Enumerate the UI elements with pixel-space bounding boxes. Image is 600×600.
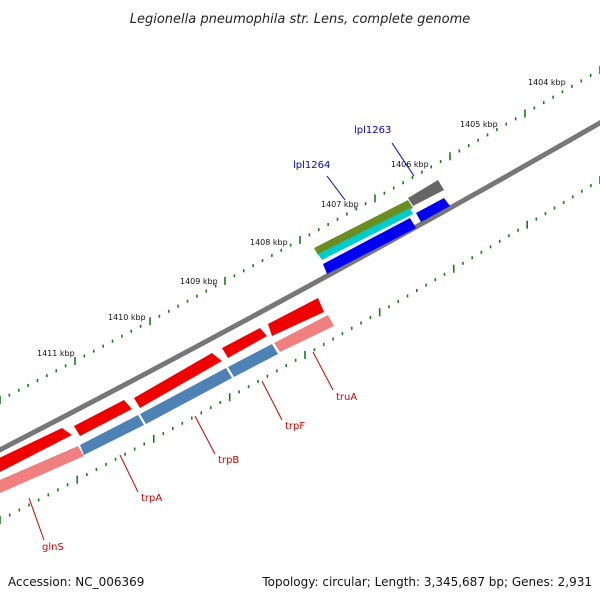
gene-label: trpA — [141, 493, 162, 504]
cds-block — [228, 344, 278, 377]
gene-leader-line — [194, 415, 216, 455]
cds-block — [0, 428, 72, 472]
cds-block — [140, 368, 232, 424]
tick-label: 1407 kbp — [321, 200, 359, 209]
tick-label: 1404 kbp — [528, 78, 566, 87]
gene-leader-line — [261, 380, 283, 421]
cds-block — [222, 328, 267, 358]
topology-text: Topology: circular; Length: 3,345,687 bp… — [261, 575, 592, 589]
tick-labels: 1404 kbp 1405 kbp 1406 kbp 1407 kbp 1408 kbp… — [37, 78, 566, 358]
tick-label: 1406 kbp — [391, 160, 429, 169]
gene-leader-line — [326, 175, 346, 201]
forward-cds-track — [314, 180, 450, 274]
gene-leader-line — [312, 351, 334, 391]
gene-label: truA — [336, 392, 357, 403]
tick-label: 1411 kbp — [37, 349, 75, 358]
cds-block — [318, 208, 413, 260]
cds-block — [268, 298, 324, 336]
gene-label: lpl1264 — [293, 160, 330, 171]
inner-tick-track — [0, 176, 600, 524]
accession-text: Accession: NC_006369 — [8, 575, 144, 589]
cds-block — [274, 315, 334, 352]
gene-leader-line — [28, 497, 45, 541]
tick-label: 1409 kbp — [180, 277, 218, 286]
tick-label: 1408 kbp — [250, 238, 288, 247]
cds-block — [416, 198, 450, 222]
reverse-cds-track-2 — [0, 315, 334, 494]
cds-block — [408, 180, 444, 206]
gene-label: trpB — [218, 455, 239, 466]
reverse-cds-track — [0, 298, 324, 472]
cds-block — [134, 353, 222, 408]
gene-label: glnS — [42, 542, 64, 553]
map-title: Legionella pneumophila str. Lens, comple… — [130, 12, 471, 27]
cds-block — [80, 415, 144, 455]
gene-leader-line — [119, 454, 139, 493]
genome-backbone — [0, 119, 600, 453]
gene-labels: lpl1263 lpl1264 truA trpF trpB trpA glnS — [28, 125, 415, 553]
cds-block — [74, 400, 132, 436]
cds-block — [323, 218, 416, 274]
cds-block — [0, 446, 84, 494]
gene-label: lpl1263 — [354, 125, 391, 136]
outer-tick-track — [0, 66, 600, 404]
cds-block — [314, 200, 413, 255]
tick-label: 1410 kbp — [108, 313, 146, 322]
gene-leader-line — [391, 142, 415, 177]
gene-label: trpF — [285, 421, 305, 432]
tick-label: 1405 kbp — [460, 120, 498, 129]
